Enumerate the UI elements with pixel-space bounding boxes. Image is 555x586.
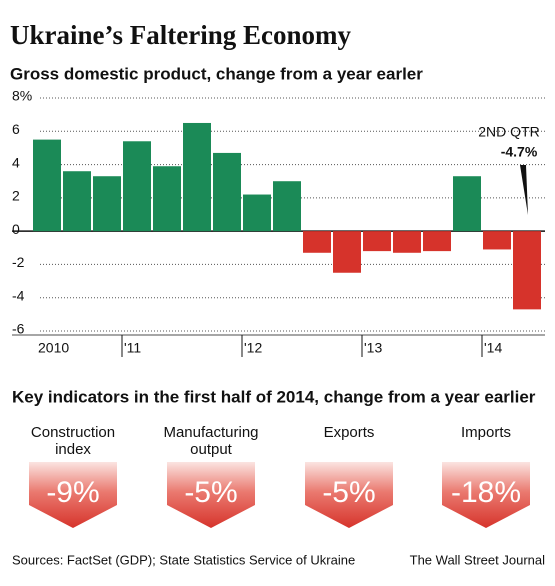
bar <box>333 231 361 273</box>
bar <box>213 152 241 232</box>
indicator-label: Imports <box>461 424 511 441</box>
indicator-label: index <box>55 441 91 458</box>
indicator-arrow <box>167 462 255 528</box>
bar <box>363 231 391 252</box>
indicator-value: -9% <box>46 476 99 509</box>
indicator-value: -5% <box>184 476 237 509</box>
chart-title: Ukraine’s Faltering Economy <box>10 20 351 50</box>
bar <box>93 176 121 232</box>
value-label: -4.7% <box>501 144 538 160</box>
bar <box>303 231 331 253</box>
y-tick-label: -6 <box>12 321 25 337</box>
indicator-label: output <box>190 441 233 458</box>
indicator-value: -18% <box>451 476 521 509</box>
bar <box>393 231 421 253</box>
x-tick-label: 2010 <box>38 340 69 356</box>
x-tick-label: '12 <box>244 340 262 356</box>
y-tick-label: 0 <box>12 221 20 237</box>
chart-subtitle: Gross domestic product, change from a ye… <box>10 64 423 83</box>
y-tick-label: 4 <box>12 154 20 170</box>
bar <box>123 141 151 232</box>
x-tick-label: '13 <box>364 340 382 356</box>
y-tick-label: -2 <box>12 254 25 270</box>
y-tick-label: 2 <box>12 188 20 204</box>
bar <box>153 166 181 232</box>
credit: The Wall Street Journal <box>410 552 545 567</box>
bar <box>513 231 541 310</box>
x-tick-label: '11 <box>124 340 141 356</box>
indicator-arrow <box>305 462 393 528</box>
y-tick-label: 6 <box>12 121 20 137</box>
bar <box>423 231 451 252</box>
bar <box>453 176 481 232</box>
indicator-label: Construction <box>31 424 115 441</box>
bar <box>243 194 271 232</box>
y-tick-label: 8% <box>12 88 32 104</box>
annotation: 2ND QTR <box>478 124 539 140</box>
source: Sources: FactSet (GDP); State Statistics… <box>12 552 355 567</box>
indicators-title: Key indicators in the first half of 2014… <box>12 387 536 406</box>
bar <box>183 122 211 232</box>
bar <box>63 171 91 232</box>
bar <box>33 139 61 232</box>
annotation-pointer <box>520 165 528 215</box>
bar <box>483 231 511 250</box>
indicator-label: Manufacturing <box>163 424 258 441</box>
y-tick-label: -4 <box>12 287 25 303</box>
indicator-arrow <box>442 462 530 528</box>
indicator-label: Exports <box>324 424 375 441</box>
indicator-value: -5% <box>322 476 375 509</box>
indicator-arrow <box>29 462 117 528</box>
bar <box>273 181 301 232</box>
x-tick-label: '14 <box>484 340 502 356</box>
